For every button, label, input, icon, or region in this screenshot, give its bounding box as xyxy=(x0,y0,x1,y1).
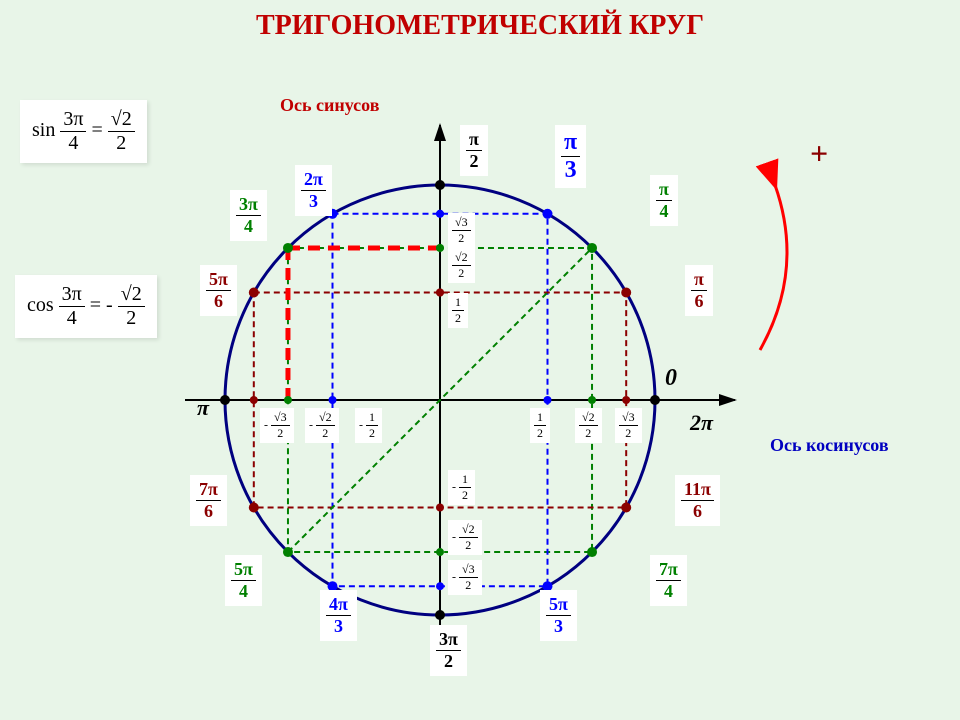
angle-label: 7π4 xyxy=(650,555,687,606)
angle-label: 3π4 xyxy=(230,190,267,241)
angle-label: 7π6 xyxy=(190,475,227,526)
angle-label: 5π3 xyxy=(540,590,577,641)
axis-point-label: 2π xyxy=(690,410,713,436)
x-value-label: √22 xyxy=(575,408,602,443)
angle-label: 4π3 xyxy=(320,590,357,641)
y-value-label: - √32 xyxy=(448,560,482,595)
y-value-label: √32 xyxy=(448,213,475,248)
axis-point-label: π xyxy=(197,395,209,421)
angle-label: 11π6 xyxy=(675,475,720,526)
x-value-label: 12 xyxy=(530,408,550,443)
x-value-label: - 12 xyxy=(355,408,382,443)
angle-label: 5π4 xyxy=(225,555,262,606)
angle-label: π6 xyxy=(685,265,713,316)
axis-point-label: 0 xyxy=(665,365,677,392)
angle-label: 3π2 xyxy=(430,625,467,676)
angle-label: π4 xyxy=(650,175,678,226)
y-value-label: 12 xyxy=(448,293,468,328)
x-value-label: - √32 xyxy=(260,408,294,443)
x-value-label: - √22 xyxy=(305,408,339,443)
trig-circle-svg xyxy=(0,0,960,720)
angle-label: 5π6 xyxy=(200,265,237,316)
y-value-label: - √22 xyxy=(448,520,482,555)
angle-label: π3 xyxy=(555,125,586,188)
x-value-label: √32 xyxy=(615,408,642,443)
angle-label: π2 xyxy=(460,125,488,176)
y-value-label: - 12 xyxy=(448,470,475,505)
angle-label: 2π3 xyxy=(295,165,332,216)
y-value-label: √22 xyxy=(448,248,475,283)
